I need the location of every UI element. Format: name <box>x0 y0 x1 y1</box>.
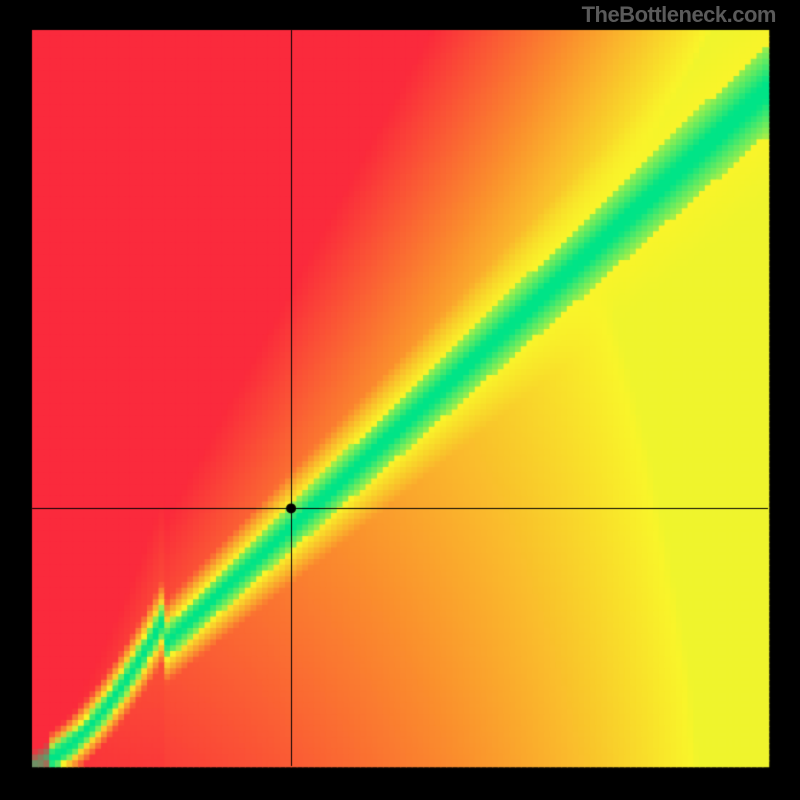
chart-container: TheBottleneck.com <box>0 0 800 800</box>
watermark-text: TheBottleneck.com <box>582 2 776 28</box>
crosshair-overlay <box>0 0 800 800</box>
